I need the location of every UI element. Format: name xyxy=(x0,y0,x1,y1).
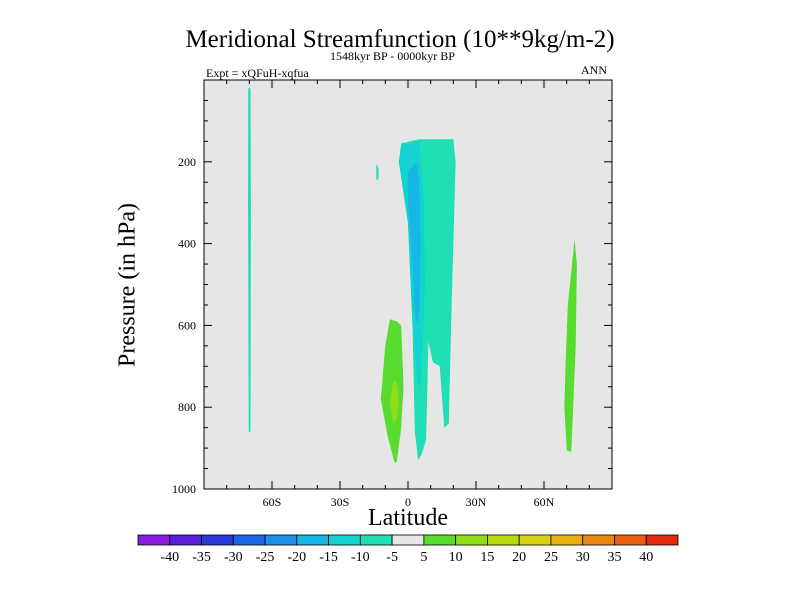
colorbar-label: -5 xyxy=(386,550,398,565)
colorbar-swatch xyxy=(201,534,234,546)
colorbar-label: 5 xyxy=(420,550,427,565)
y-tick-label: 800 xyxy=(178,400,196,414)
colorbar-swatch xyxy=(296,534,329,546)
colorbar-label: 15 xyxy=(480,550,494,565)
colorbar-swatch xyxy=(264,534,298,546)
region-lower-cell-10 xyxy=(389,380,399,424)
colorbar-label: -20 xyxy=(287,550,306,565)
colorbar-swatch xyxy=(487,534,520,546)
colorbar-label: 10 xyxy=(449,550,463,565)
colorbar-swatch xyxy=(550,534,584,546)
colorbar-swatch xyxy=(645,534,679,546)
colorbar-label: 40 xyxy=(639,550,653,565)
colorbar-swatch xyxy=(391,534,425,546)
y-tick-label: 400 xyxy=(178,237,196,251)
chart-title: Meridional Streamfunction (10**9kg/m-2) xyxy=(185,26,615,53)
colorbar-label: 35 xyxy=(607,550,621,565)
region-band-70S xyxy=(248,88,251,432)
colorbar-swatch xyxy=(518,534,552,546)
region-blob-15S xyxy=(376,163,379,181)
y-tick-label: 1000 xyxy=(172,482,196,496)
colorbar: -40 -35 -30 -25 -20 -15 -10 -5 5 10 15 20 25 30 35 40 xyxy=(137,534,679,565)
colorbar-label: -30 xyxy=(224,550,243,565)
colorbar-swatch xyxy=(137,534,171,546)
colorbar-swatch xyxy=(232,534,266,546)
colorbar-label: -10 xyxy=(351,550,370,565)
colorbar-label: -25 xyxy=(256,550,275,565)
experiment-label: Expt = xQFuH-xqfua xyxy=(206,66,309,80)
colorbar-swatch xyxy=(169,534,202,546)
colorbar-swatch xyxy=(582,534,615,546)
chart-subtitle: 1548kyr BP - 0000kyr BP xyxy=(330,49,455,63)
x-tick-label: 30N xyxy=(466,495,487,509)
plot-area xyxy=(204,80,612,489)
colorbar-label: -15 xyxy=(319,550,338,565)
x-tick-label: 30S xyxy=(331,495,350,509)
x-axis-label: Latitude xyxy=(368,505,448,531)
colorbar-label: 30 xyxy=(576,550,590,565)
colorbar-swatch xyxy=(614,534,647,546)
colorbar-swatch xyxy=(423,534,457,546)
y-tick-label: 200 xyxy=(178,155,196,169)
colorbar-swatch xyxy=(359,534,393,546)
colorbar-swatch xyxy=(328,534,361,546)
x-tick-label: 60S xyxy=(263,495,282,509)
colorbar-swatch xyxy=(455,534,488,546)
colorbar-label: -35 xyxy=(192,550,211,565)
colorbar-label: -40 xyxy=(160,550,179,565)
region-band-70N xyxy=(564,239,577,453)
contour-regions xyxy=(248,88,577,463)
y-tick-label: 600 xyxy=(178,318,196,332)
season-label: ANN xyxy=(581,63,607,77)
x-tick-label: 0 xyxy=(405,495,411,509)
x-tick-label: 60N xyxy=(534,495,555,509)
region-upper-cell-minus15 xyxy=(408,161,421,326)
colorbar-label: 20 xyxy=(512,550,526,565)
colorbar-label: 25 xyxy=(544,550,558,565)
axis-ticks: 60S 30S 0 30N 60N 200 400 600 800 1000 xyxy=(172,80,612,509)
